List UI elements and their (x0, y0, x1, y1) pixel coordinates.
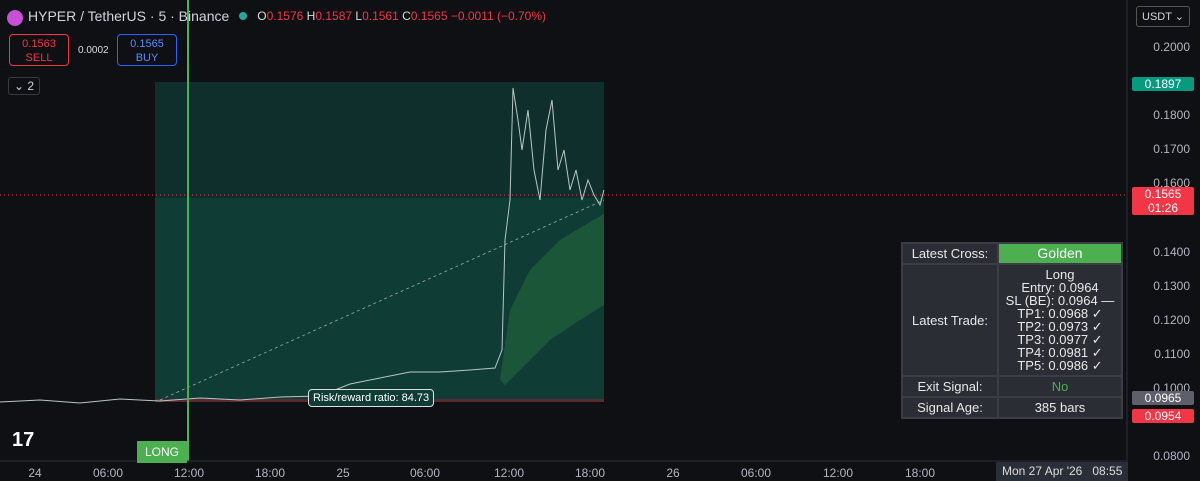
value-line: Entry: 0.0964 (1021, 280, 1099, 295)
ohlc-value: 0.1565 (410, 9, 448, 23)
time-label: 25 (336, 466, 350, 480)
row-label: Exit Signal: (903, 377, 997, 396)
status-dot (239, 12, 248, 20)
time-label: 06:00 (92, 466, 124, 480)
sell-price: 0.1563 (22, 38, 56, 50)
value-line: TP4: 0.0981 ✓ (1017, 345, 1103, 360)
last-badge: 0.1565 01:26 (1132, 187, 1194, 215)
time-label: 24 (28, 466, 42, 480)
spread: 0.0002 (78, 45, 109, 56)
value-line: TP1: 0.0968 ✓ (1017, 306, 1103, 321)
target-zone (155, 82, 604, 198)
ohlc: O0.1576 H0.1587 L0.1561 C0.1565 −0.0011 … (257, 9, 546, 23)
table-row: Signal Age: 385 bars (903, 398, 1121, 417)
ohlc-key: C (402, 9, 411, 23)
cursor-time: Mon 27 Apr '26 08:55 (996, 462, 1129, 481)
ohlc-key: H (306, 9, 316, 23)
ohlc-value: 0.1576 (266, 9, 304, 23)
row-value: No (999, 377, 1121, 396)
ohlc-value: 0.1587 (315, 9, 353, 23)
table-row: Exit Signal: No (903, 377, 1121, 396)
price-label: 0.1200 (1153, 313, 1190, 327)
high-badge: 0.1897 (1132, 77, 1194, 91)
value-line: No (1051, 379, 1069, 394)
time-label: 06:00 (740, 466, 772, 480)
last-price: 0.1565 (1144, 187, 1182, 201)
time-label: 06:00 (409, 466, 441, 480)
value-line: 385 bars (1034, 400, 1086, 415)
signal-table: Latest Cross: Golden Latest Trade: Long Entr… (901, 242, 1123, 419)
price-label: 0.1400 (1153, 245, 1190, 259)
price-label: 0.1300 (1153, 279, 1190, 293)
price-line (0, 87, 605, 404)
countdown: 01:26 (1147, 201, 1179, 215)
symbol-icon (7, 10, 23, 26)
logo: 17 (12, 429, 34, 451)
table-row: Latest Cross: Golden (903, 244, 1121, 263)
price-label: 0.1700 (1153, 142, 1190, 156)
value-line: TP5: 0.0986 ✓ (1017, 358, 1103, 373)
change: −0.0011 (−0.70%) (450, 9, 547, 23)
buy-label: BUY (135, 52, 159, 64)
header: HYPER / TetherUS · 5 · Binance O0.1576 H… (28, 8, 546, 24)
value-line: SL (BE): 0.0964 — (1005, 293, 1115, 308)
time-label: 18:00 (254, 466, 286, 480)
value-line: Golden (1037, 245, 1083, 261)
indicators-toggle[interactable]: ⌄ 2 (8, 77, 41, 95)
row-value: 385 bars (999, 398, 1121, 417)
row-value: Long Entry: 0.0964 SL (BE): 0.0964 — TP1: 0… (999, 265, 1121, 375)
price-label: 0.2000 (1153, 40, 1190, 54)
row-label: Signal Age: (903, 398, 997, 417)
row-label: Latest Cross: (903, 244, 997, 263)
symbol[interactable]: HYPER / TetherUS · 5 · Binance (28, 8, 230, 24)
time-label: 26 (666, 466, 680, 480)
cloud (500, 214, 604, 385)
buy-button[interactable]: 0.1565 BUY (117, 34, 177, 66)
row-value: Golden (999, 244, 1121, 263)
price-label: 0.1800 (1153, 108, 1190, 122)
value-line: TP3: 0.0977 ✓ (1017, 332, 1103, 347)
indicators-count: 2 (27, 79, 35, 93)
time-label: 18:00 (904, 466, 936, 480)
buy-price: 0.1565 (130, 38, 164, 50)
entry-label: LONG (137, 441, 188, 463)
currency-select[interactable]: USDT ⌄ (1136, 6, 1191, 27)
ohlc-key: O (257, 9, 267, 23)
sell-button[interactable]: 0.1563 SELL (9, 34, 69, 66)
value-line: Long (1045, 267, 1075, 282)
ohlc-key: L (355, 9, 363, 23)
time-label: 12:00 (822, 466, 854, 480)
currency: USDT (1142, 11, 1172, 23)
ma-badge: 0.0965 (1132, 391, 1194, 405)
risk-reward: Risk/reward ratio: 84.73 (308, 389, 435, 407)
stop-badge: 0.0954 (1132, 409, 1194, 423)
row-label: Latest Trade: (903, 265, 997, 375)
time-label: 12:00 (493, 466, 525, 480)
time-label: 18:00 (574, 466, 606, 480)
price-label: 0.1600 (1153, 176, 1190, 190)
sell-label: SELL (25, 52, 53, 64)
table-row: Latest Trade: Long Entry: 0.0964 SL (BE): 0… (903, 265, 1121, 375)
time-label: 12:00 (173, 466, 205, 480)
ohlc-value: 0.1561 (362, 9, 399, 23)
price-label: 0.0800 (1153, 449, 1190, 463)
value-line: TP2: 0.0973 ✓ (1017, 319, 1103, 334)
price-label: 0.1100 (1154, 347, 1190, 361)
